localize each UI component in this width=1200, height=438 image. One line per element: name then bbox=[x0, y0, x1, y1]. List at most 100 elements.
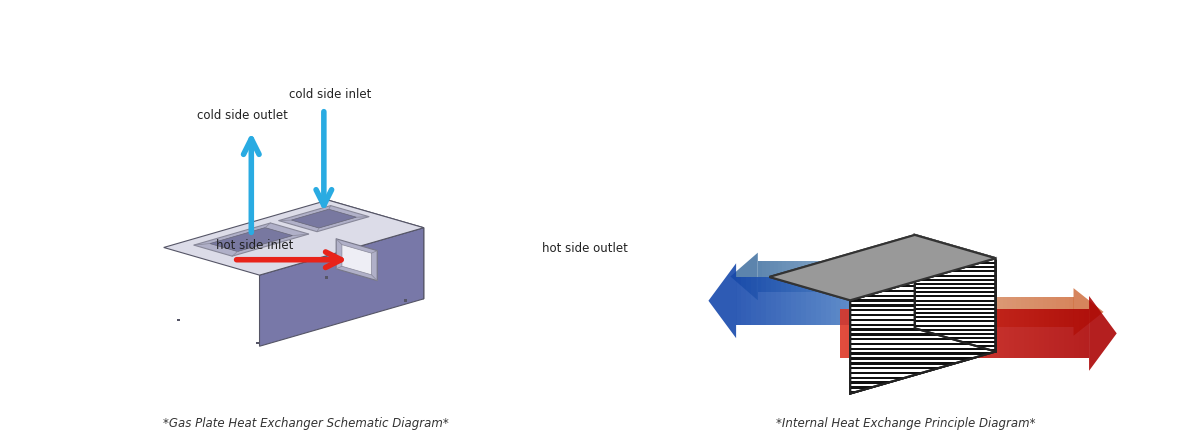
Polygon shape bbox=[898, 297, 901, 328]
Polygon shape bbox=[871, 275, 1039, 277]
Polygon shape bbox=[901, 297, 906, 328]
Polygon shape bbox=[742, 277, 746, 325]
Polygon shape bbox=[863, 261, 866, 292]
Polygon shape bbox=[806, 319, 1039, 321]
Polygon shape bbox=[899, 261, 902, 292]
Polygon shape bbox=[163, 201, 424, 276]
Polygon shape bbox=[950, 297, 955, 328]
Polygon shape bbox=[850, 259, 996, 394]
Polygon shape bbox=[786, 261, 790, 292]
Polygon shape bbox=[959, 297, 964, 328]
Polygon shape bbox=[814, 261, 818, 292]
Polygon shape bbox=[1051, 297, 1056, 328]
Polygon shape bbox=[928, 297, 932, 328]
Polygon shape bbox=[806, 277, 811, 325]
Polygon shape bbox=[1025, 310, 1030, 358]
Polygon shape bbox=[884, 310, 890, 358]
Polygon shape bbox=[871, 258, 1039, 260]
Polygon shape bbox=[871, 337, 1039, 339]
Polygon shape bbox=[871, 262, 1039, 265]
Polygon shape bbox=[871, 304, 1039, 306]
Polygon shape bbox=[806, 367, 1039, 370]
Polygon shape bbox=[875, 297, 880, 328]
Polygon shape bbox=[806, 343, 1039, 346]
Polygon shape bbox=[871, 329, 1039, 331]
Polygon shape bbox=[850, 259, 996, 394]
Polygon shape bbox=[919, 297, 924, 328]
Polygon shape bbox=[870, 277, 876, 325]
Polygon shape bbox=[871, 267, 1039, 268]
Polygon shape bbox=[1044, 310, 1049, 358]
Polygon shape bbox=[840, 310, 845, 358]
Polygon shape bbox=[881, 277, 886, 325]
Polygon shape bbox=[1079, 310, 1084, 358]
Polygon shape bbox=[914, 235, 996, 352]
Polygon shape bbox=[806, 381, 1039, 384]
Polygon shape bbox=[871, 316, 1039, 318]
Polygon shape bbox=[806, 324, 1039, 326]
Polygon shape bbox=[880, 310, 884, 358]
Polygon shape bbox=[871, 321, 1039, 323]
Polygon shape bbox=[964, 297, 968, 328]
Polygon shape bbox=[871, 341, 1039, 343]
Polygon shape bbox=[806, 328, 1039, 331]
Polygon shape bbox=[806, 271, 1039, 273]
Polygon shape bbox=[1074, 310, 1079, 358]
Polygon shape bbox=[1043, 297, 1048, 328]
Polygon shape bbox=[970, 310, 974, 358]
Polygon shape bbox=[854, 261, 858, 292]
Polygon shape bbox=[871, 346, 1039, 348]
Polygon shape bbox=[856, 277, 860, 325]
Polygon shape bbox=[806, 304, 1039, 307]
Polygon shape bbox=[924, 297, 928, 328]
Polygon shape bbox=[806, 280, 1039, 283]
Polygon shape bbox=[1012, 297, 1016, 328]
Polygon shape bbox=[806, 338, 1039, 341]
Polygon shape bbox=[970, 277, 976, 325]
Polygon shape bbox=[1016, 297, 1021, 328]
Polygon shape bbox=[1074, 289, 1104, 336]
Polygon shape bbox=[782, 261, 786, 292]
Polygon shape bbox=[292, 210, 356, 229]
Polygon shape bbox=[871, 329, 1039, 331]
Polygon shape bbox=[871, 275, 1039, 277]
Polygon shape bbox=[830, 261, 834, 292]
Polygon shape bbox=[342, 245, 372, 275]
Polygon shape bbox=[1048, 297, 1051, 328]
Polygon shape bbox=[865, 310, 870, 358]
Polygon shape bbox=[761, 277, 766, 325]
Polygon shape bbox=[278, 206, 370, 232]
Polygon shape bbox=[826, 261, 830, 292]
Polygon shape bbox=[806, 256, 1039, 259]
Polygon shape bbox=[838, 261, 842, 292]
Polygon shape bbox=[1060, 310, 1064, 358]
Polygon shape bbox=[910, 310, 914, 358]
Polygon shape bbox=[1049, 310, 1055, 358]
Polygon shape bbox=[1069, 310, 1074, 358]
Polygon shape bbox=[918, 261, 923, 292]
Text: *Internal Heat Exchange Principle Diagram*: *Internal Heat Exchange Principle Diagra… bbox=[776, 416, 1036, 429]
Polygon shape bbox=[938, 261, 943, 292]
Polygon shape bbox=[942, 297, 946, 328]
Polygon shape bbox=[194, 223, 308, 257]
Polygon shape bbox=[791, 277, 796, 325]
Polygon shape bbox=[871, 325, 1039, 327]
Polygon shape bbox=[871, 300, 1039, 302]
Polygon shape bbox=[841, 277, 846, 325]
Polygon shape bbox=[811, 277, 816, 325]
Polygon shape bbox=[871, 262, 1039, 265]
Polygon shape bbox=[806, 314, 1039, 317]
Polygon shape bbox=[906, 297, 911, 328]
Polygon shape bbox=[871, 341, 1039, 343]
Polygon shape bbox=[902, 261, 906, 292]
Polygon shape bbox=[890, 310, 895, 358]
Polygon shape bbox=[998, 297, 1003, 328]
Polygon shape bbox=[806, 353, 1039, 355]
Polygon shape bbox=[876, 277, 881, 325]
Polygon shape bbox=[990, 297, 995, 328]
Polygon shape bbox=[806, 333, 1039, 336]
Polygon shape bbox=[798, 261, 802, 292]
Polygon shape bbox=[786, 277, 791, 325]
Polygon shape bbox=[944, 310, 949, 358]
Polygon shape bbox=[955, 310, 960, 358]
